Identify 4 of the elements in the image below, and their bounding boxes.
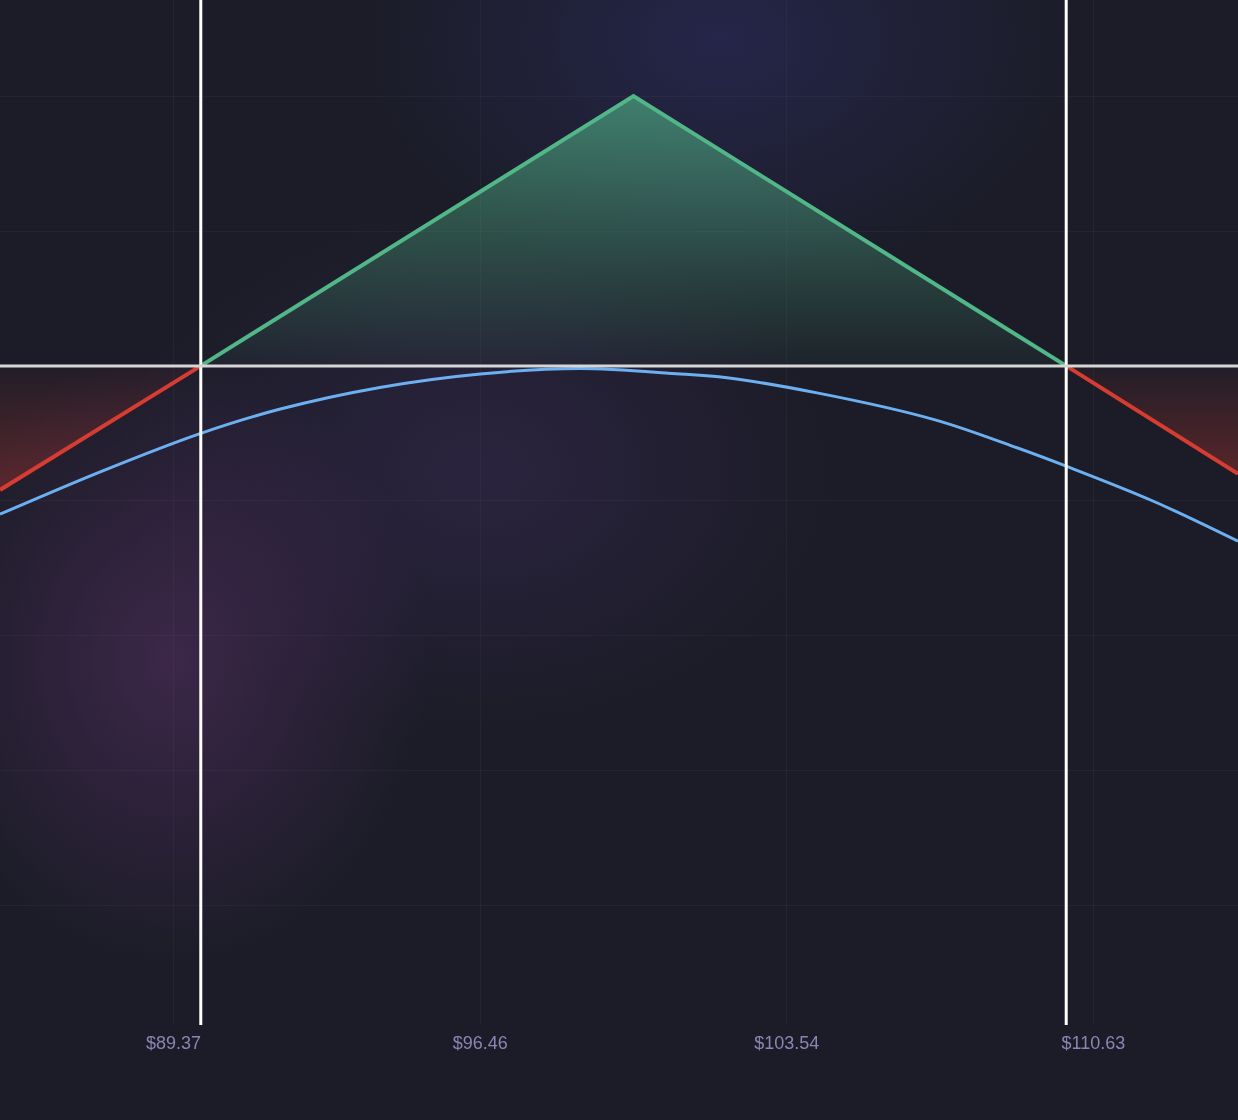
x-tick-label: $96.46 [452, 1033, 508, 1053]
x-tick-label: $110.63 [1061, 1033, 1126, 1053]
x-tick-label: $103.54 [754, 1033, 820, 1053]
x-tick-label: $89.37 [145, 1033, 202, 1053]
